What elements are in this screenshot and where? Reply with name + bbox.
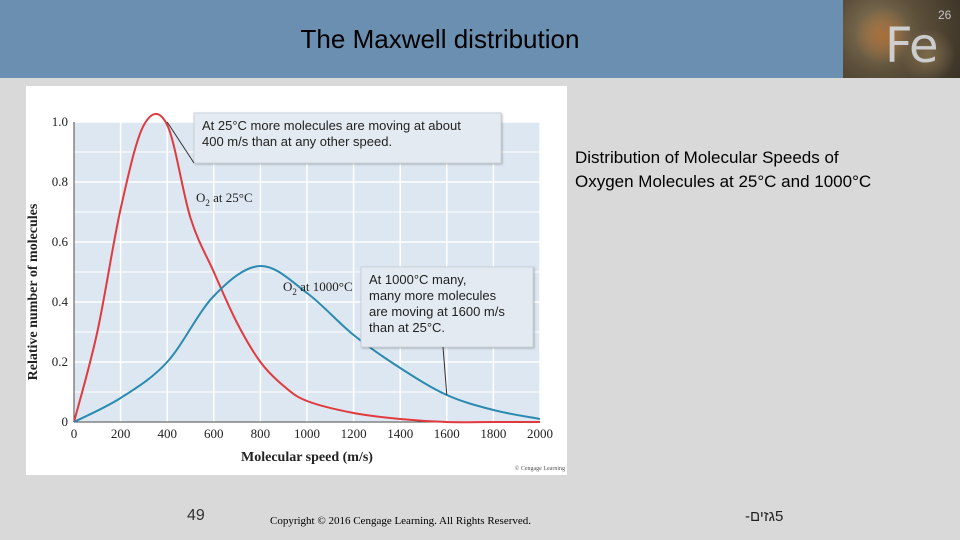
chart-panel: 0 200 400 600 800 1000 1200 1400 1600 1800 2000 0 0.… xyxy=(26,86,567,475)
element-number-logo: 26 xyxy=(938,8,952,22)
logo-texture-2 xyxy=(898,30,958,78)
y-tick-label: 0.2 xyxy=(52,354,68,369)
x-tick-label: 1800 xyxy=(480,426,506,441)
caption-line-1: Distribution of Molecular Speeds of xyxy=(575,148,839,167)
copyright-text: Copyright © 2016 Cengage Learning. All R… xyxy=(270,515,532,527)
series-line-0 xyxy=(73,112,540,424)
maxwell-chart: 0 200 400 600 800 1000 1200 1400 1600 1800 2000 0 0.… xyxy=(26,112,565,472)
element-symbol-logo: Fe xyxy=(885,18,939,74)
y-tick-label: 1.0 xyxy=(52,114,68,129)
x-axis-label: Molecular speed (m/s) xyxy=(241,450,373,465)
y-tick-label: 0 xyxy=(62,414,69,429)
callout-box-0 xyxy=(193,112,502,164)
y-tick-label: 0.6 xyxy=(52,234,69,249)
header-band xyxy=(0,0,960,78)
caption-line-2: Oxygen Molecules at 25°C and 1000°C xyxy=(575,172,872,191)
x-tick-label: 1600 xyxy=(434,426,460,441)
x-tick-label: 2000 xyxy=(527,426,553,441)
x-tick-label: 200 xyxy=(111,426,131,441)
x-tick-label: 1200 xyxy=(341,426,367,441)
series-label-1: O2 at 1000°C xyxy=(283,279,353,297)
series-line-1 xyxy=(73,264,541,423)
page-number: 49 xyxy=(187,507,205,524)
callout-box-1 xyxy=(360,266,534,348)
x-tick-label: 800 xyxy=(251,426,271,441)
callout-text-line: At 25°C more molecules are moving at abo… xyxy=(202,118,461,133)
callout-text-line: At 1000°C many, xyxy=(369,272,466,287)
x-tick-label: 1000 xyxy=(294,426,320,441)
callout-pointer-0 xyxy=(166,121,195,164)
callout-text-line: many more molecules xyxy=(369,288,497,303)
callout-text-line: 400 m/s than at any other speed. xyxy=(202,134,392,149)
callout-pointer-1 xyxy=(442,346,448,396)
y-tick-label: 0.8 xyxy=(52,174,68,189)
y-axis-label: Relative number of molecules xyxy=(26,203,41,380)
footer-topic: 5גזים- xyxy=(745,508,784,525)
slide-title: The Maxwell distribution xyxy=(300,24,580,54)
y-tick-label: 0.4 xyxy=(52,294,69,309)
x-tick-label: 600 xyxy=(204,426,224,441)
series-label-0: O2 at 25°C xyxy=(196,190,253,208)
image-credit: © Cengage Learning xyxy=(515,465,565,472)
callout-text-line: are moving at 1600 m/s xyxy=(369,304,505,319)
x-tick-label: 0 xyxy=(71,426,78,441)
element-logo-tile: Fe 26 xyxy=(843,0,960,78)
callout-text-line: than at 25°C. xyxy=(369,320,445,335)
x-tick-label: 400 xyxy=(157,426,177,441)
x-tick-label: 1400 xyxy=(387,426,413,441)
chart-caption: Distribution of Molecular Speeds of Oxyg… xyxy=(575,146,945,194)
